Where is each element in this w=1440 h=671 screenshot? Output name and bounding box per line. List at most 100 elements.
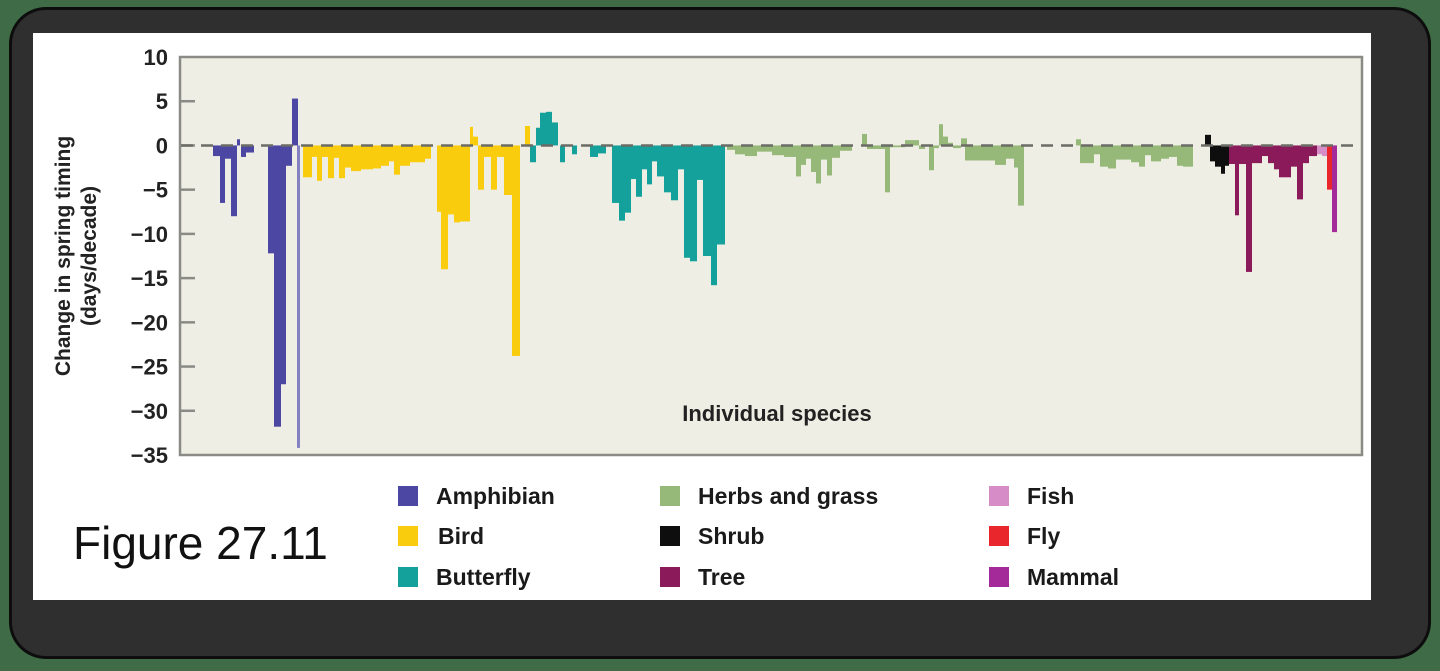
- bar-amphibian: [225, 145, 231, 159]
- bar-tree: [1309, 145, 1317, 157]
- bar-bird: [448, 145, 454, 215]
- legend-item-fly: Fly: [989, 523, 1060, 549]
- bar-bird: [345, 145, 351, 168]
- bar-butterfly: [631, 145, 636, 180]
- y-tick-label: 10: [144, 45, 168, 70]
- bar-herbs-and-grass: [919, 145, 925, 149]
- bar-butterfly: [647, 145, 652, 185]
- bar-mammal: [1332, 145, 1337, 233]
- x-axis-label: Individual species: [682, 401, 872, 426]
- bar-shrub: [1225, 145, 1229, 166]
- y-tick-label: 5: [156, 89, 168, 114]
- bar-tree: [1262, 145, 1268, 157]
- bar-herbs-and-grass: [1018, 145, 1024, 206]
- bar-butterfly: [671, 145, 678, 201]
- bar-herbs-and-grass: [939, 124, 943, 146]
- bar-bird: [361, 145, 373, 170]
- figure-label: Figure 27.11: [73, 517, 328, 569]
- bar-herbs-and-grass: [1177, 145, 1183, 166]
- bar-butterfly: [711, 145, 717, 286]
- bar-butterfly: [636, 145, 642, 197]
- bar-tree: [1252, 145, 1258, 164]
- bar-bird: [394, 145, 400, 175]
- bar-herbs-and-grass: [784, 145, 796, 157]
- bar-herbs-and-grass: [1006, 145, 1014, 159]
- bar-butterfly: [652, 145, 657, 162]
- bar-bird: [389, 145, 394, 162]
- bar-herbs-and-grass: [911, 140, 919, 146]
- y-axis-tick-labels: 10 5 0 −5 −10 −15 −20 −25 −30 −35: [131, 45, 168, 468]
- bar-herbs-and-grass: [943, 136, 948, 146]
- bar-butterfly: [590, 145, 598, 157]
- bar-tree: [1297, 145, 1303, 200]
- bar-herbs-and-grass: [1139, 145, 1145, 167]
- bar-bird: [351, 145, 361, 172]
- bar-amphibian: [237, 139, 240, 146]
- bar-herbs-and-grass: [885, 145, 890, 193]
- y-tick-label: −20: [131, 310, 168, 335]
- bar-butterfly: [552, 122, 558, 146]
- bar-tree: [1235, 145, 1239, 216]
- bar-tree: [1279, 145, 1285, 178]
- legend-swatch-herbs-and-grass: [660, 486, 680, 506]
- bar-bird: [381, 145, 389, 166]
- bar-herbs-and-grass: [811, 145, 816, 172]
- bar-herbs-and-grass: [727, 145, 735, 150]
- bar-bird: [317, 145, 322, 181]
- bar-herbs-and-grass: [757, 145, 772, 152]
- bar-butterfly: [690, 145, 697, 262]
- legend-item-bird: Bird: [398, 523, 484, 549]
- bar-butterfly: [530, 145, 536, 163]
- legend-swatch-butterfly: [398, 567, 418, 587]
- bar-bird: [441, 145, 448, 270]
- bar-herbs-and-grass: [832, 145, 840, 158]
- bar-herbs-and-grass: [816, 145, 821, 184]
- bar-bird: [525, 125, 530, 146]
- bar-amphibian: [246, 145, 254, 153]
- legend-item-tree: Tree: [660, 564, 745, 590]
- bar-bird: [425, 145, 431, 159]
- bar-bird: [312, 145, 317, 157]
- bar-shrub: [1205, 134, 1211, 146]
- y-tick-label: −30: [131, 399, 168, 424]
- bar-tree: [1285, 145, 1291, 178]
- bar-herbs-and-grass: [934, 145, 939, 149]
- y-tick-label: −15: [131, 266, 168, 291]
- y-tick-label: 0: [156, 133, 168, 158]
- bar-bird: [491, 145, 497, 190]
- bar-herbs-and-grass: [953, 145, 961, 149]
- bar-herbs-and-grass: [862, 133, 867, 146]
- bar-butterfly: [678, 145, 684, 170]
- bar-herbs-and-grass: [1108, 145, 1116, 169]
- bar-bird: [460, 145, 470, 222]
- bar-butterfly: [546, 111, 552, 146]
- bar-amphibian: [268, 145, 274, 254]
- bar-amphibian: [274, 145, 281, 427]
- bar-herbs-and-grass: [961, 138, 967, 146]
- legend-item-herbs-and-grass: Herbs and grass: [660, 483, 878, 509]
- bar-herbs-and-grass: [806, 145, 811, 159]
- bar-tree: [1229, 145, 1235, 165]
- bar-herbs-and-grass: [801, 145, 806, 165]
- bar-herbs-and-grass: [905, 140, 911, 146]
- bar-tree: [1246, 145, 1252, 272]
- bar-herbs-and-grass: [1088, 145, 1094, 164]
- bar-shrub: [1215, 145, 1221, 167]
- bar-herbs-and-grass: [1000, 145, 1006, 165]
- bar-fish: [1322, 145, 1327, 157]
- bar-herbs-and-grass: [1123, 145, 1131, 160]
- bar-herbs-and-grass: [772, 145, 784, 156]
- bar-butterfly: [664, 145, 671, 193]
- bar-bird: [473, 136, 478, 146]
- bar-bird: [478, 145, 484, 190]
- bar-herbs-and-grass: [1151, 145, 1161, 162]
- bar-shrub: [1221, 145, 1225, 174]
- y-tick-label: −10: [131, 222, 168, 247]
- bar-tree: [1291, 145, 1297, 167]
- bar-shrub: [1210, 145, 1215, 162]
- bar-herbs-and-grass: [821, 145, 827, 160]
- bar-tree: [1239, 145, 1246, 165]
- bar-amphibian: [292, 98, 298, 146]
- legend-label: Fly: [1027, 522, 1061, 549]
